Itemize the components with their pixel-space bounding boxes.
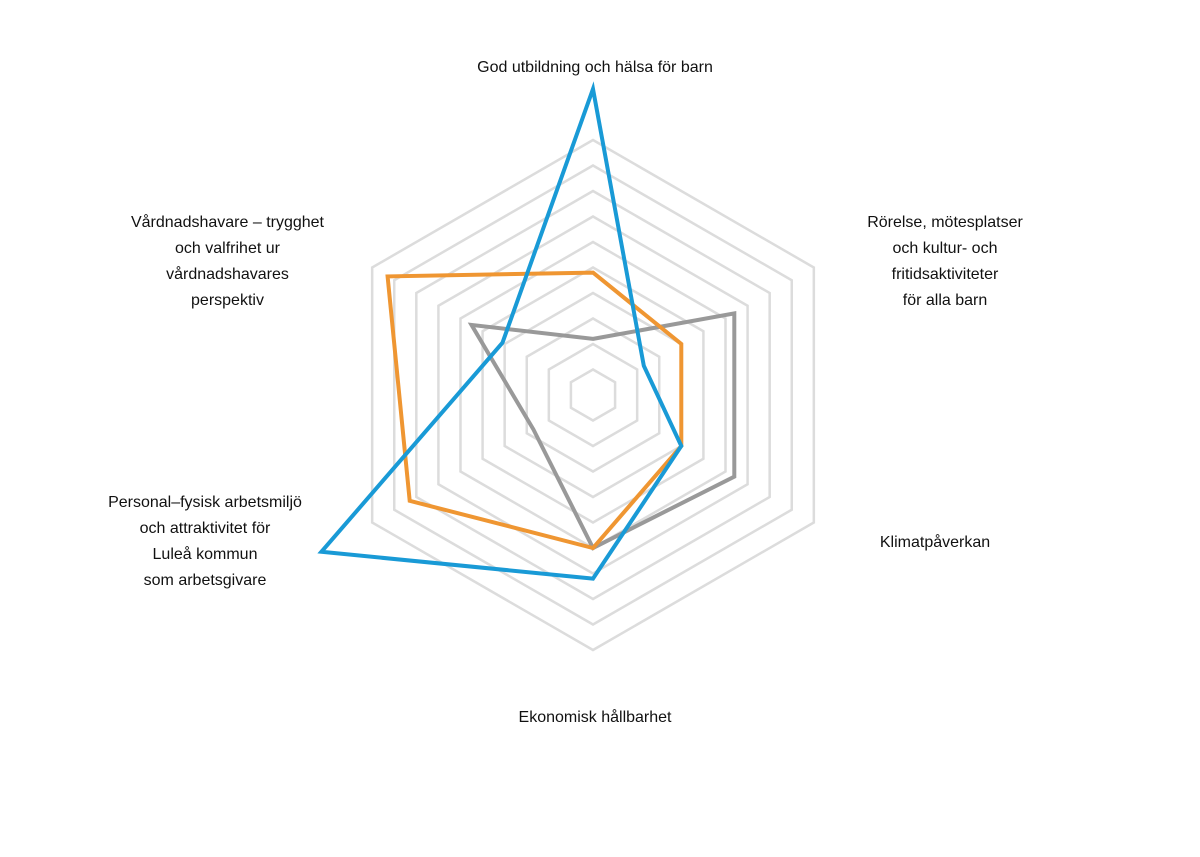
series-line-1 <box>317 81 684 581</box>
axis-label-personal-arbetsmiljo: Personal–fysisk arbetsmiljö och attrakti… <box>108 494 302 589</box>
radar-grid <box>370 138 816 652</box>
axis-label-god-utbildning: God utbildning och hälsa för barn <box>477 59 713 76</box>
axis-label-rorelse-motesplatser: Rörelse, mötesplatser och kultur- och fr… <box>867 214 1023 309</box>
radar-series <box>317 81 737 581</box>
grid-ring-1 <box>569 368 617 422</box>
grid-ring-5 <box>481 266 705 524</box>
grid-ring-7 <box>437 215 749 575</box>
grid-ring-9 <box>392 164 794 626</box>
axis-label-vardnadshavare: Vårdnadshavare – trygghet och valfrihet … <box>130 214 324 309</box>
grid-ring-2 <box>547 342 639 448</box>
axis-label-ekonomisk-hallbarhet: Ekonomisk hållbarhet <box>518 709 672 726</box>
axis-label-klimatpaverkan: Klimatpåverkan <box>879 534 991 551</box>
grid-ring-8 <box>415 189 771 601</box>
series-line-2 <box>385 270 684 551</box>
grid-ring-3 <box>525 317 661 473</box>
grid-ring-10 <box>370 138 816 652</box>
